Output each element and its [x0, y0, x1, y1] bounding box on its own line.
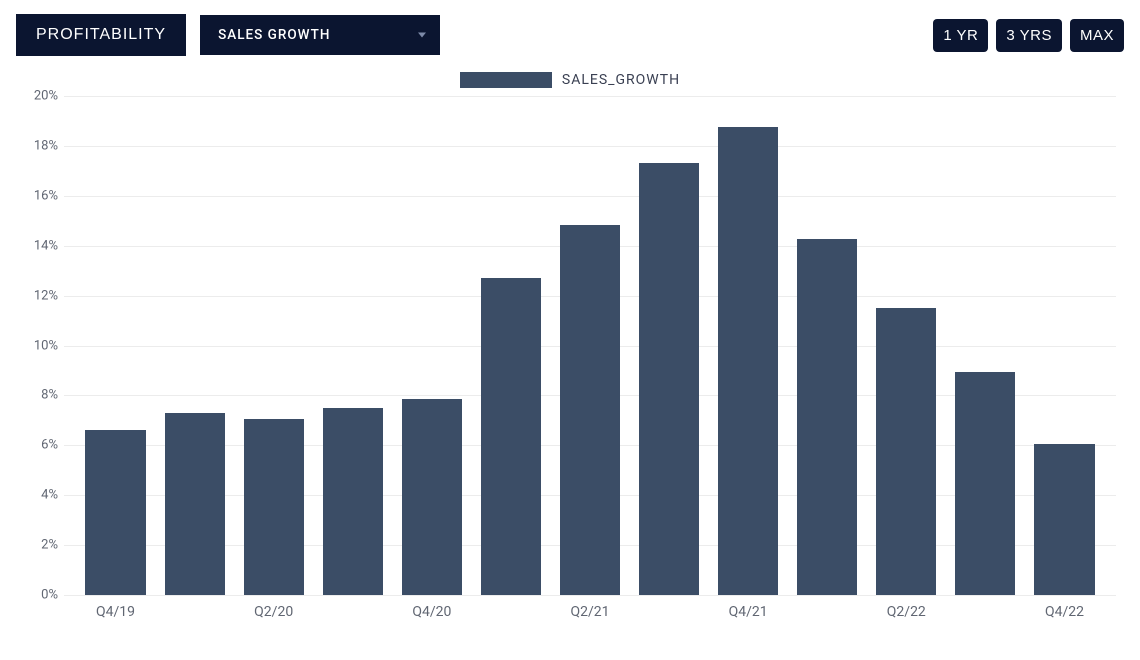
bar[interactable]: [718, 127, 778, 595]
y-tick-label: 16%: [18, 188, 58, 203]
y-tick-label: 10%: [18, 338, 58, 353]
y-tick-label: 0%: [18, 588, 58, 603]
x-tick-label: Q4/20: [412, 604, 451, 620]
range-3yrs-button[interactable]: 3 YRS: [996, 19, 1062, 52]
x-tick-label: Q2/21: [570, 604, 609, 620]
y-tick-label: 14%: [18, 238, 58, 253]
x-tick-label: Q4/19: [96, 604, 135, 620]
bar-slot: [1025, 96, 1104, 595]
y-tick-label: 2%: [18, 538, 58, 553]
y-tick-label: 18%: [18, 138, 58, 153]
bar[interactable]: [797, 239, 857, 595]
bar-slot: [313, 96, 392, 595]
bar[interactable]: [639, 163, 699, 595]
chart-bars: [64, 96, 1116, 595]
bar-slot: [76, 96, 155, 595]
chart-area: SALES_GROWTH 0%2%4%6%8%10%12%14%16%18%20…: [16, 66, 1124, 630]
bar-slot: [392, 96, 471, 595]
metric-select-value: SALES GROWTH: [218, 27, 330, 43]
bar[interactable]: [481, 278, 541, 595]
y-tick-label: 6%: [18, 438, 58, 453]
bar[interactable]: [955, 372, 1015, 595]
x-tick-label: Q4/22: [1045, 604, 1084, 620]
y-tick-label: 4%: [18, 488, 58, 503]
bar[interactable]: [1034, 444, 1094, 595]
legend-swatch: [460, 72, 552, 88]
bar-slot: [471, 96, 550, 595]
bar-slot: [709, 96, 788, 595]
chart-xaxis: Q4/19 Q2/20 Q4/20 Q2/21 Q4/21 Q2/22 Q4/22: [64, 596, 1116, 630]
bar[interactable]: [165, 413, 225, 595]
bar-slot: [867, 96, 946, 595]
x-tick-label: Q2/22: [887, 604, 926, 620]
x-tick-label: Q2/20: [254, 604, 293, 620]
bar-slot: [788, 96, 867, 595]
chart-legend: SALES_GROWTH: [16, 66, 1124, 96]
toolbar: PROFITABILITY SALES GROWTH 1 YR 3 YRS MA…: [0, 0, 1140, 66]
bar-slot: [946, 96, 1025, 595]
range-max-button[interactable]: MAX: [1070, 19, 1124, 52]
chevron-down-icon: [418, 33, 426, 38]
bar[interactable]: [244, 419, 304, 595]
metric-select[interactable]: SALES GROWTH: [200, 15, 440, 55]
chart-plot: 0%2%4%6%8%10%12%14%16%18%20%: [64, 96, 1116, 596]
bar[interactable]: [560, 225, 620, 596]
bar-slot: [234, 96, 313, 595]
profitability-tab[interactable]: PROFITABILITY: [16, 14, 186, 56]
bar[interactable]: [876, 308, 936, 595]
bar-slot: [155, 96, 234, 595]
y-tick-label: 8%: [18, 388, 58, 403]
bar[interactable]: [402, 399, 462, 595]
legend-label: SALES_GROWTH: [562, 72, 680, 88]
range-1yr-button[interactable]: 1 YR: [933, 19, 988, 52]
bar[interactable]: [323, 408, 383, 595]
time-range-group: 1 YR 3 YRS MAX: [933, 19, 1124, 52]
bar-slot: [550, 96, 629, 595]
x-tick-label: Q4/21: [729, 604, 768, 620]
bar-slot: [630, 96, 709, 595]
y-tick-label: 20%: [18, 89, 58, 104]
y-tick-label: 12%: [18, 288, 58, 303]
bar[interactable]: [85, 430, 145, 595]
